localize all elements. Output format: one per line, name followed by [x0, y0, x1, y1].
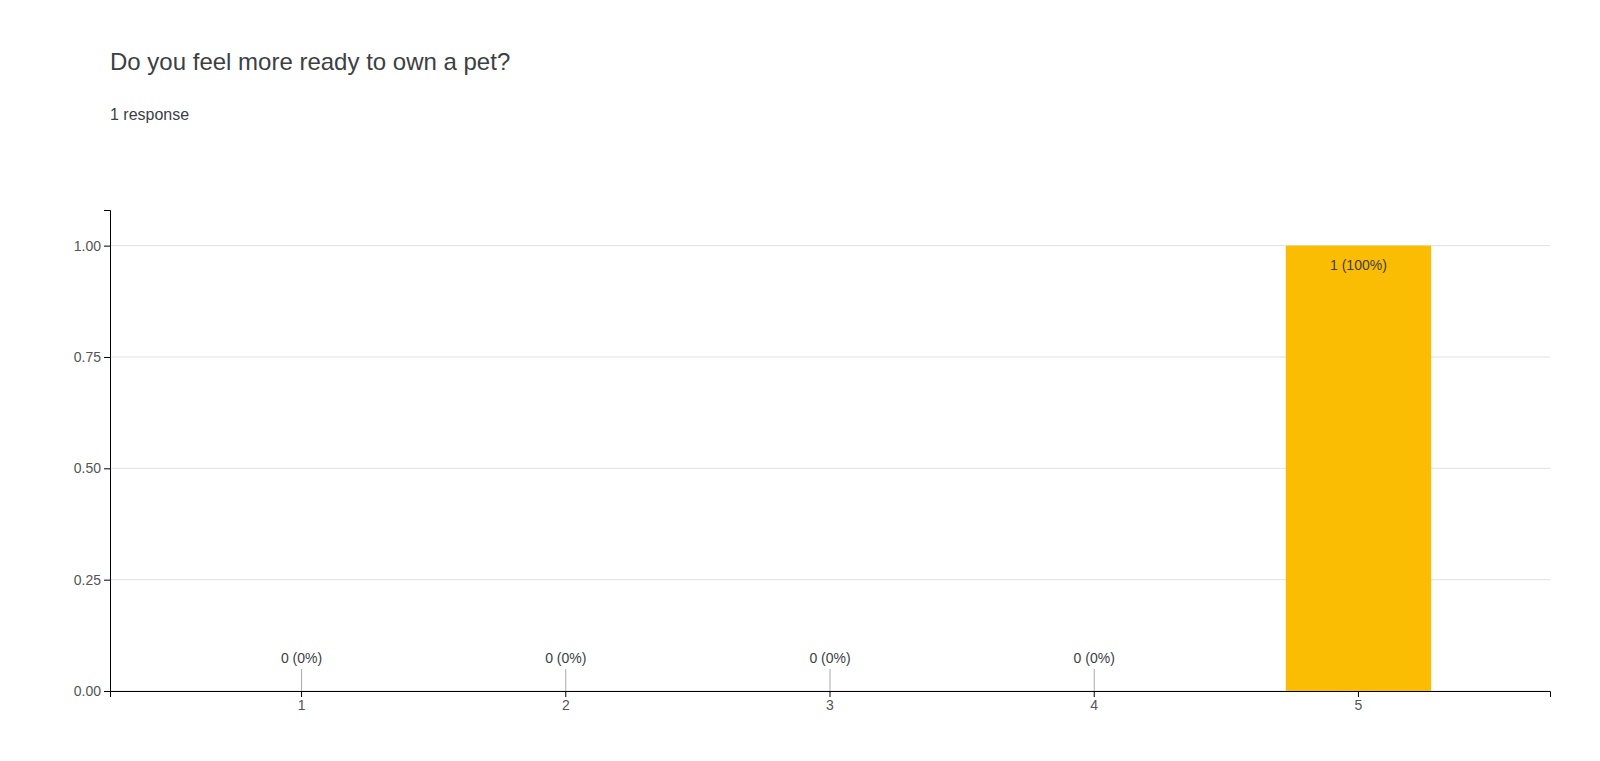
subtitle: 1 response: [110, 106, 189, 123]
title: Do you feel more ready to own a pet?: [110, 48, 510, 75]
y-tick-mark: [104, 691, 110, 692]
zero-stub: [830, 669, 831, 691]
y-axis: 0.00 0.25 0.50 0.75 1.00: [74, 211, 111, 699]
y-tick: 1.00: [74, 238, 110, 254]
data-label: 0 (0%): [1074, 650, 1115, 666]
x-tick: 4: [1090, 691, 1098, 713]
data-label: 0 (0%): [809, 650, 850, 666]
grid: [110, 246, 1550, 691]
y-tick-mark: [104, 246, 110, 247]
y-tick: 0.75: [74, 349, 110, 365]
zero-stub: [565, 669, 566, 691]
x-tick-label: 5: [1355, 697, 1363, 713]
y-tick-label: 0.75: [74, 349, 101, 365]
y-tick-label: 0.50: [74, 460, 101, 476]
y-tick: 0.00: [74, 683, 110, 699]
y-tick-label: 0.00: [74, 683, 101, 699]
y-tick-label: 0.25: [74, 572, 101, 588]
x-tick: 2: [562, 691, 570, 713]
x-tick: 3: [826, 691, 834, 713]
y-tick-label: 1.00: [74, 238, 101, 254]
data-labels: 0 (0%) 0 (0%) 0 (0%) 0 (0%) 1 (100%): [281, 257, 1387, 691]
y-tick-mark: [104, 357, 110, 358]
zero-stub: [1094, 669, 1095, 691]
x-tick: 5: [1355, 691, 1363, 713]
x-tick-label: 1: [298, 697, 306, 713]
y-tick: 0.50: [74, 460, 110, 476]
x-tick: 1: [298, 691, 306, 713]
bar: [1286, 246, 1431, 691]
data-label: 0 (0%): [545, 650, 586, 666]
y-tick-mark: [104, 468, 110, 469]
chart: Do you feel more ready to own a pet? 1 re…: [0, 0, 1600, 761]
y-tick-mark: [104, 580, 110, 581]
y-axis-line: [104, 211, 111, 692]
data-label: 0 (0%): [281, 650, 322, 666]
x-tick-label: 2: [562, 697, 570, 713]
zero-stub: [301, 669, 302, 691]
x-axis: 1 2 3 4 5: [111, 691, 1551, 713]
bars: [1286, 246, 1431, 691]
plot-area: 0.000.250.500.751.00123450 (0%)0 (0%)0 (…: [74, 211, 1551, 713]
x-tick-label: 3: [826, 697, 834, 713]
y-tick: 0.25: [74, 572, 110, 588]
x-tick-label: 4: [1090, 697, 1098, 713]
data-label: 1 (100%): [1330, 257, 1387, 273]
